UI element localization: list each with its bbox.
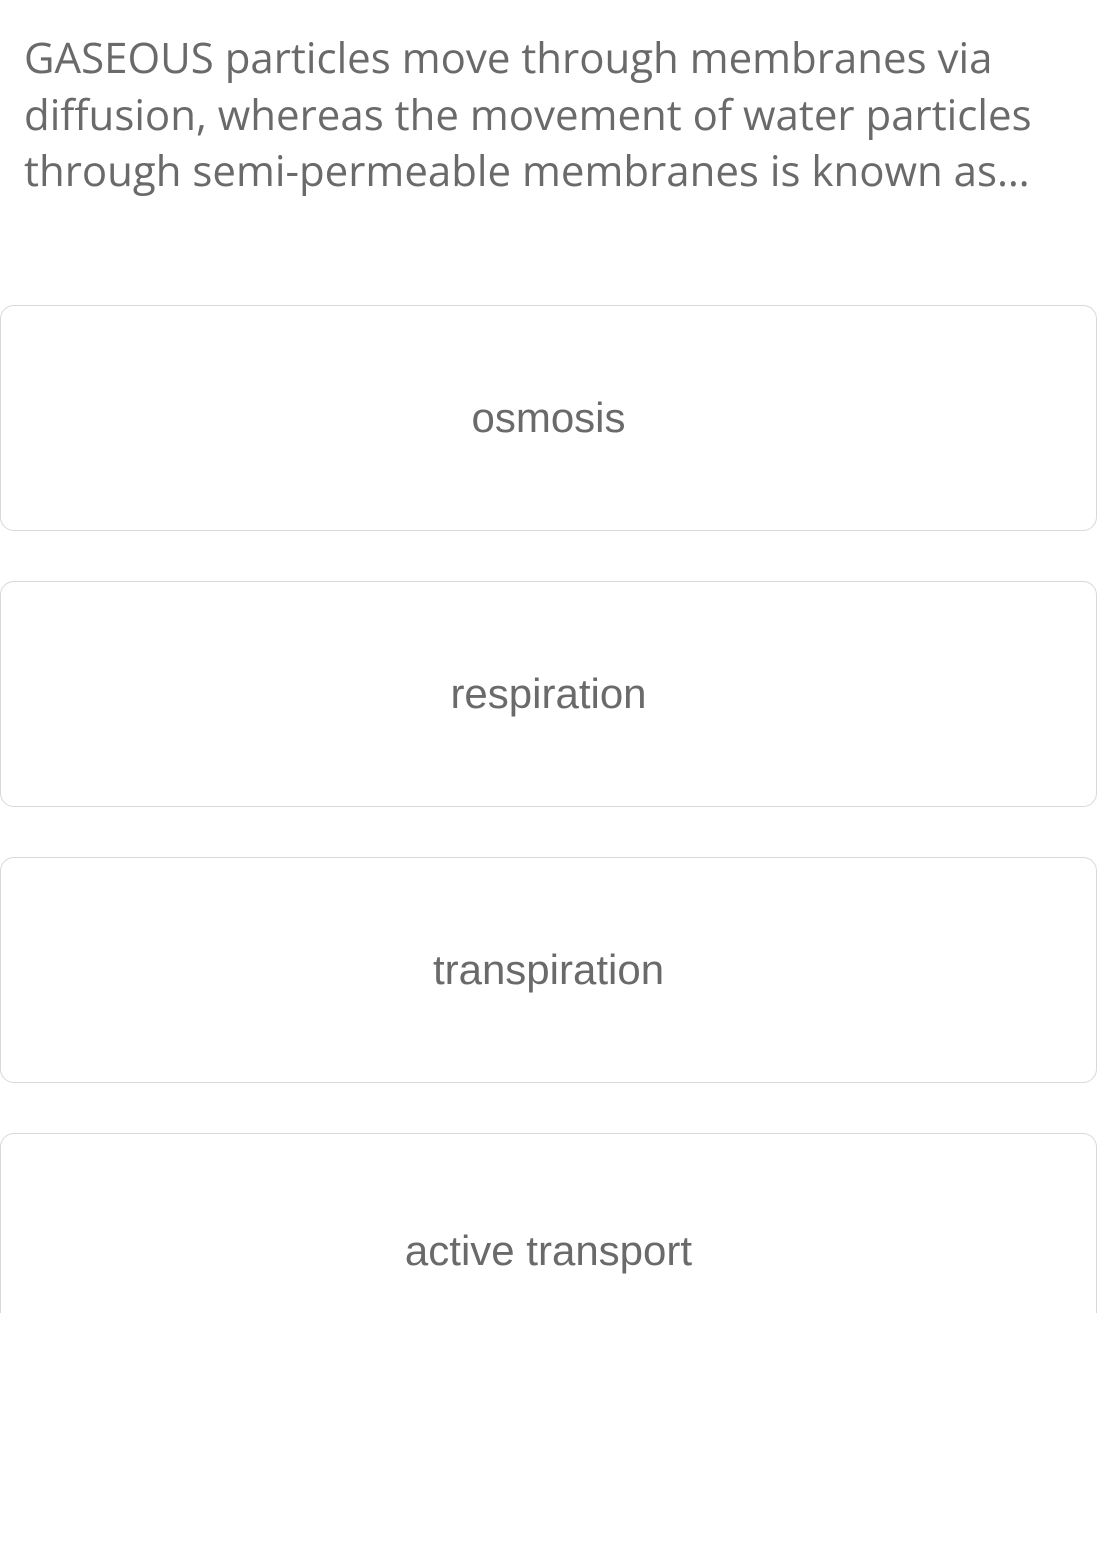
option-label: osmosis [471, 394, 625, 442]
question-container: GASEOUS particles move through membranes… [0, 0, 1097, 200]
option-respiration[interactable]: respiration [0, 581, 1097, 807]
question-text: GASEOUS particles move through membranes… [24, 30, 1073, 200]
option-active-transport[interactable]: active transport [0, 1133, 1097, 1313]
options-container: osmosis respiration transpiration active… [0, 305, 1097, 1313]
option-label: active transport [405, 1227, 692, 1275]
option-label: transpiration [433, 946, 664, 994]
option-transpiration[interactable]: transpiration [0, 857, 1097, 1083]
option-osmosis[interactable]: osmosis [0, 305, 1097, 531]
option-label: respiration [450, 670, 646, 718]
